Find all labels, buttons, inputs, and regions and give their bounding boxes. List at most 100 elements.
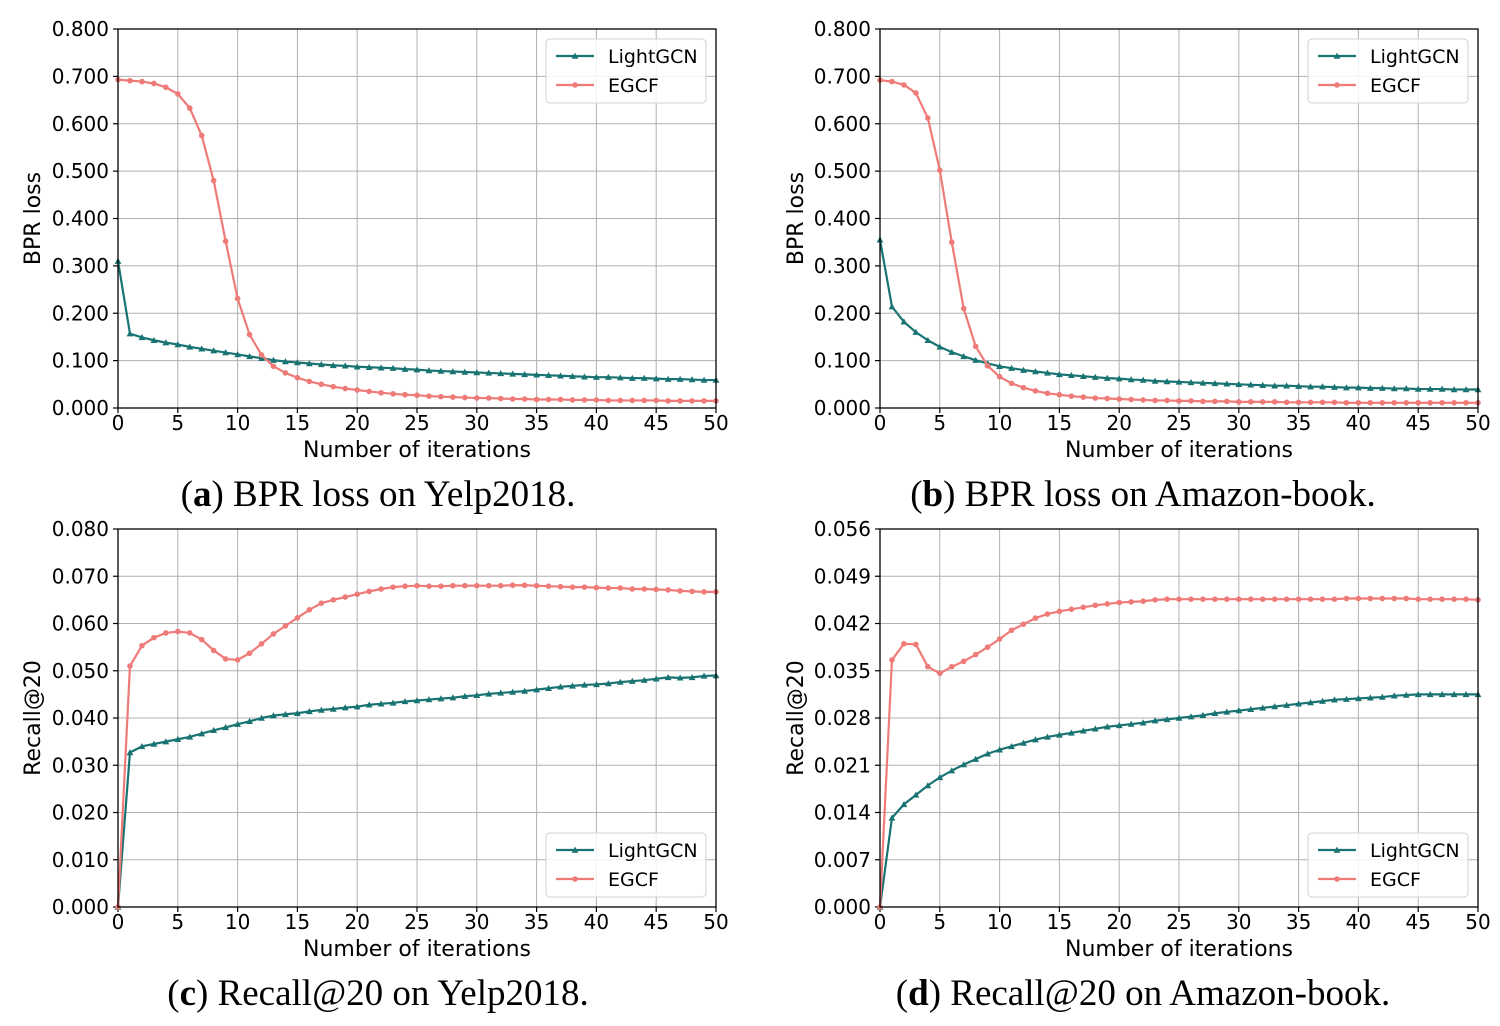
x-tick-label: 35 <box>1286 910 1311 934</box>
data-point-egcf <box>390 584 396 590</box>
data-point-egcf <box>139 78 145 85</box>
x-tick-label: 20 <box>344 411 369 435</box>
data-point-egcf <box>1427 596 1433 602</box>
data-point-egcf <box>127 663 133 669</box>
y-tick-label: 0.200 <box>814 301 871 325</box>
y-tick-label: 0.028 <box>814 706 871 730</box>
data-point-lightgcn <box>521 687 529 694</box>
data-point-lightgcn <box>437 367 445 374</box>
y-axis-label: Recall@20 <box>784 660 809 776</box>
data-point-lightgcn <box>581 681 588 688</box>
data-point-lightgcn <box>545 371 552 379</box>
data-point-lightgcn <box>150 336 158 343</box>
data-point-lightgcn <box>1091 725 1099 732</box>
data-point-egcf <box>1092 395 1099 401</box>
data-point-lightgcn <box>1056 370 1063 378</box>
data-point-lightgcn <box>1390 692 1398 699</box>
data-point-lightgcn <box>1199 711 1207 719</box>
data-point-lightgcn <box>1151 717 1159 724</box>
data-point-lightgcn <box>545 684 552 691</box>
data-point-egcf <box>318 600 325 606</box>
data-point-egcf <box>913 641 919 648</box>
chart-panel-a: 0 5 10 15 20 25 30 35 40 45 50 0.000 0.100 0.200 0.300… <box>21 17 729 515</box>
data-point-lightgcn <box>317 361 325 368</box>
data-point-lightgcn <box>401 365 409 372</box>
data-point-lightgcn <box>936 343 944 350</box>
data-point-egcf <box>1200 398 1206 405</box>
data-point-egcf <box>1343 399 1350 406</box>
data-point-egcf <box>1247 399 1254 405</box>
x-tick-label: 50 <box>703 910 728 934</box>
data-point-lightgcn <box>1235 380 1243 388</box>
data-point-lightgcn <box>984 750 992 757</box>
data-point-lightgcn <box>1067 729 1075 736</box>
data-point-lightgcn <box>628 677 636 684</box>
data-point-lightgcn <box>1079 727 1087 734</box>
data-point-egcf <box>1032 388 1039 394</box>
data-point-egcf <box>1176 398 1182 404</box>
data-point-lightgcn <box>1187 713 1195 720</box>
data-point-lightgcn <box>449 694 457 701</box>
data-point-egcf <box>270 631 277 637</box>
data-point-egcf <box>354 591 361 598</box>
data-point-lightgcn <box>1438 385 1446 392</box>
data-point-egcf <box>366 588 372 595</box>
data-point-egcf <box>246 650 253 657</box>
data-point-egcf <box>426 393 432 399</box>
data-point-egcf <box>306 606 313 613</box>
data-point-lightgcn <box>353 703 361 710</box>
data-point-lightgcn <box>924 782 932 789</box>
data-point-egcf <box>1164 596 1170 602</box>
data-point-lightgcn <box>258 354 265 361</box>
data-point-egcf <box>557 583 564 590</box>
data-point-lightgcn <box>1414 690 1422 698</box>
data-point-lightgcn <box>1211 709 1219 716</box>
data-point-egcf <box>629 397 636 404</box>
legend-label-lightgcn: LightGCN <box>608 46 698 68</box>
data-point-egcf <box>139 642 145 649</box>
x-tick-label: 5 <box>171 411 184 435</box>
data-point-lightgcn <box>222 724 230 731</box>
legend-marker <box>571 846 579 853</box>
data-point-egcf <box>545 396 552 403</box>
plot-frame <box>117 528 717 908</box>
data-point-egcf <box>593 397 600 403</box>
data-point-lightgcn <box>222 349 230 356</box>
data-point-egcf <box>1403 595 1410 602</box>
data-point-lightgcn <box>1271 703 1279 710</box>
data-point-lightgcn <box>1103 723 1111 730</box>
data-point-egcf <box>1044 611 1051 617</box>
data-point-egcf <box>653 397 659 404</box>
data-point-lightgcn <box>1175 714 1183 721</box>
data-point-lightgcn <box>604 680 612 687</box>
data-point-lightgcn <box>1259 704 1267 711</box>
data-point-lightgcn <box>1366 694 1374 701</box>
data-point-egcf <box>1044 390 1051 397</box>
data-point-lightgcn <box>389 364 397 371</box>
data-point-egcf <box>1140 598 1146 605</box>
data-point-egcf <box>617 397 624 404</box>
y-tick-label: 0.010 <box>52 848 109 872</box>
data-point-lightgcn <box>294 359 301 366</box>
data-point-egcf <box>1200 596 1206 602</box>
legend-label-egcf: EGCF <box>608 869 659 891</box>
data-point-lightgcn <box>186 733 194 740</box>
data-point-lightgcn <box>1355 695 1362 702</box>
data-point-lightgcn <box>401 698 409 705</box>
y-tick-label: 0.070 <box>52 564 109 588</box>
data-point-egcf <box>186 105 193 111</box>
data-point-egcf <box>665 398 671 404</box>
data-point-egcf <box>485 582 492 589</box>
y-tick-label: 0.030 <box>52 753 109 777</box>
data-point-lightgcn <box>1056 731 1063 738</box>
data-point-egcf <box>1463 596 1469 602</box>
legend-label-lightgcn: LightGCN <box>608 840 698 862</box>
data-point-egcf <box>689 398 695 404</box>
x-tick-label: 25 <box>1166 411 1191 435</box>
legend-label-egcf: EGCF <box>1370 869 1421 891</box>
data-point-lightgcn <box>1283 382 1291 389</box>
data-point-egcf <box>1128 396 1134 403</box>
y-tick-label: 0.300 <box>814 254 871 278</box>
legend-marker <box>571 52 579 59</box>
data-point-lightgcn <box>509 370 517 377</box>
